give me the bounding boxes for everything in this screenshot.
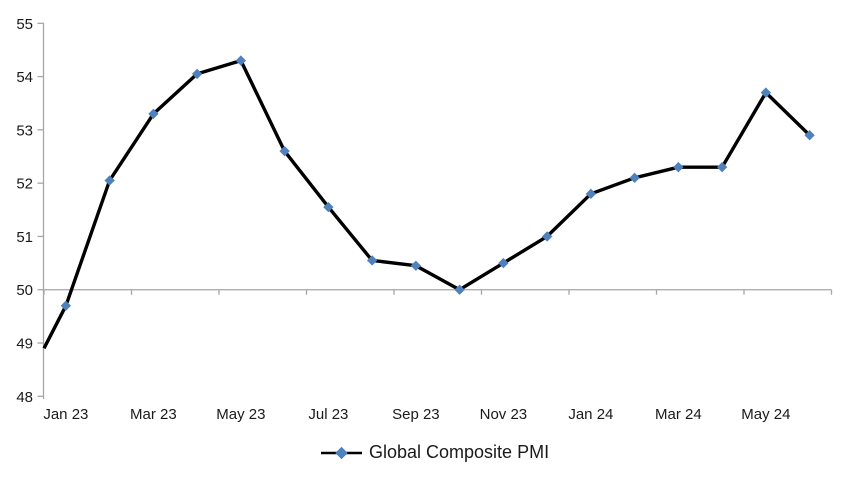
y-axis-tick-label: 48 [16,389,33,406]
pmi-series-marker [804,130,815,141]
pmi-series-marker [498,257,509,269]
y-axis-tick-label: 51 [16,229,33,246]
x-axis-tick-label: Jan 23 [43,406,88,423]
x-axis-tick-label: May 24 [741,406,790,423]
pmi-series-marker [760,87,772,98]
pmi-series-marker [60,300,72,311]
y-axis-tick-label: 52 [16,176,33,193]
legend: Global Composite PMI [321,440,549,465]
y-axis-tick-label: 53 [16,122,33,139]
y-axis-tick-label: 54 [16,69,33,86]
y-axis-tick-label: 55 [16,16,33,33]
pmi-series-marker [104,175,115,186]
y-axis-tick-label: 50 [16,282,33,299]
pmi-series-marker [410,260,422,271]
x-axis-tick-label: Sep 23 [392,406,440,423]
pmi-series-marker [585,188,597,199]
legend-diamond-icon [335,446,348,459]
x-axis-tick-label: Mar 24 [655,406,702,423]
x-axis-tick-label: Nov 23 [480,406,528,423]
x-axis-tick-label: Mar 23 [130,406,177,423]
pmi-series-marker [323,201,334,213]
pmi-series-marker [454,284,465,295]
x-axis-tick-label: Jul 23 [308,406,348,423]
legend-label: Global Composite PMI [369,442,550,462]
pmi-series-marker [191,68,203,80]
x-axis-tick-label: Jan 24 [568,406,613,423]
pmi-series-marker [235,55,247,66]
pmi-series-marker [541,231,553,242]
pmi-series-marker [673,162,684,173]
pmi-series-marker [279,146,290,157]
y-axis-tick-label: 49 [16,336,33,353]
pmi-series-marker [366,255,378,266]
legend-marker-icon [321,446,362,459]
pmi-series-marker [716,162,728,173]
pmi-series-marker [629,172,640,183]
x-axis-tick-label: May 23 [216,406,265,423]
pmi-series-line [42,58,811,350]
pmi-series-marker [148,108,159,120]
